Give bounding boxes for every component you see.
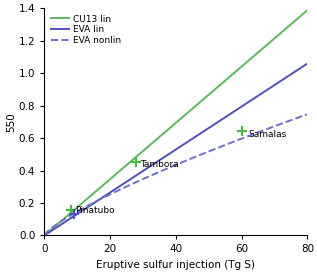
Text: Pinatubo: Pinatubo [76, 206, 115, 215]
Text: Samalas: Samalas [248, 130, 287, 139]
Text: Tambora: Tambora [140, 160, 178, 169]
X-axis label: Eruptive sulfur injection (Tg S): Eruptive sulfur injection (Tg S) [96, 260, 256, 270]
Y-axis label: 550: 550 [6, 112, 16, 132]
Legend: CU13 lin, EVA lin, EVA nonlin: CU13 lin, EVA lin, EVA nonlin [49, 13, 123, 47]
